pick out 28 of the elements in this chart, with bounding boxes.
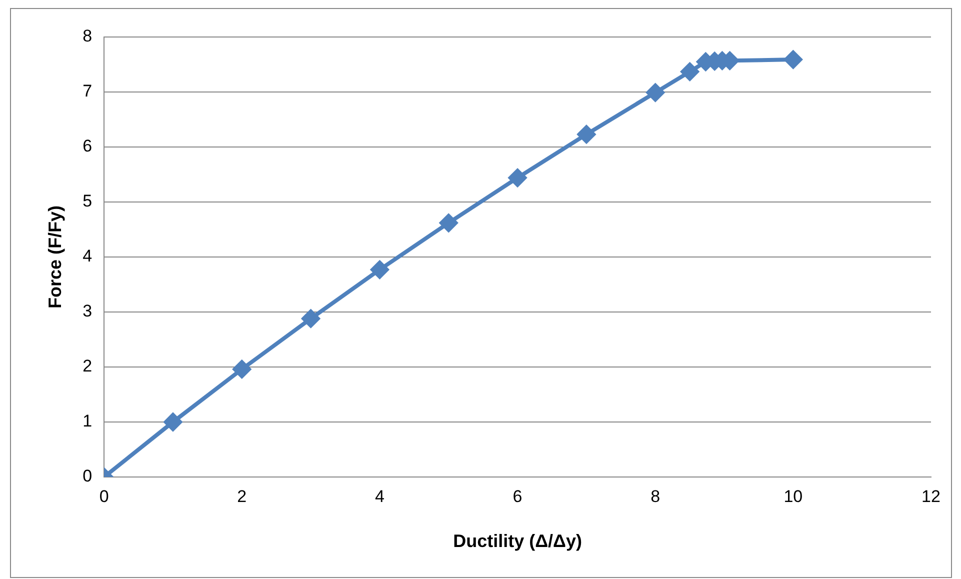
point bbox=[370, 260, 389, 279]
point bbox=[164, 413, 182, 431]
x-tick-label: 6 bbox=[512, 486, 522, 506]
y-axis-title: Force (F/Fy) bbox=[44, 205, 65, 309]
y-tick-label: 0 bbox=[82, 466, 92, 486]
point bbox=[680, 62, 699, 81]
point bbox=[577, 125, 596, 144]
y-tick-label: 2 bbox=[82, 356, 92, 376]
point bbox=[646, 84, 664, 102]
y-tick-label: 6 bbox=[82, 136, 92, 156]
x-tick-label: 0 bbox=[99, 486, 109, 506]
point bbox=[508, 168, 527, 187]
y-tick-label: 4 bbox=[82, 246, 92, 266]
y-tick-label: 1 bbox=[82, 412, 92, 431]
point bbox=[440, 214, 458, 232]
x-tick-label: 8 bbox=[650, 486, 660, 506]
x-axis-title: Ductility (Δ/Δy) bbox=[453, 531, 582, 552]
point bbox=[302, 310, 320, 328]
y-tick-label: 8 bbox=[82, 26, 92, 46]
point bbox=[232, 360, 251, 378]
y-tick-label: 5 bbox=[82, 192, 92, 211]
y-tick-label: 3 bbox=[82, 302, 92, 321]
x-tick-label: 4 bbox=[374, 486, 384, 506]
x-tick-label: 10 bbox=[784, 486, 803, 506]
point bbox=[784, 50, 802, 69]
x-tick-label: 12 bbox=[922, 486, 940, 506]
x-tick-label: 2 bbox=[237, 486, 247, 506]
y-tick-label: 7 bbox=[82, 82, 92, 101]
